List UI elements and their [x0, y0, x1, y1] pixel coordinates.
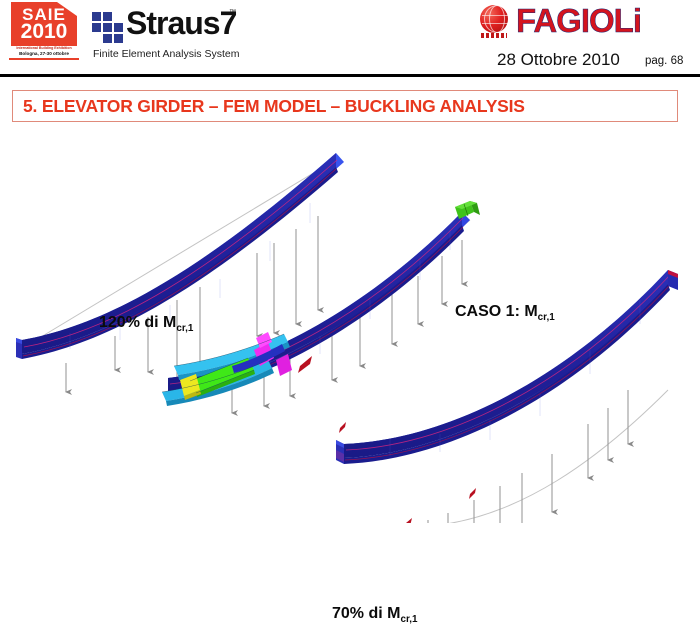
straus7-grid-icon	[92, 12, 124, 44]
detail-connector-magenta	[256, 332, 272, 348]
detail-beam-blue	[232, 344, 285, 373]
fem-figure: 120% di Mcr,1 CASO 1: Mcr,1 70% di Mcr,1	[0, 128, 700, 625]
label-caso-1: CASO 1: Mcr,1	[455, 303, 555, 323]
straus7-tagline: Finite Element Analysis System	[93, 48, 240, 60]
label-120-percent: 120% di Mcr,1	[99, 314, 193, 334]
girder-end-section	[336, 440, 344, 448]
saie-year: 2010	[20, 20, 68, 43]
slide-header: SAIE 2010 International Building Exhibit…	[0, 0, 700, 77]
mesh-lines	[389, 300, 641, 456]
girder-edge-highlight	[344, 285, 670, 461]
detail-connector-magenta	[276, 354, 292, 376]
detail-outlines	[161, 333, 285, 394]
reference-axis-line	[448, 389, 669, 523]
girder-web	[22, 153, 336, 354]
applied-load-marker	[298, 356, 312, 373]
label-caso1-prefix: CASO 1: M	[455, 303, 538, 320]
girder-end-edge	[668, 270, 678, 278]
label-120-subscript: cr,1	[176, 323, 194, 335]
label-70-percent: 70% di Mcr,1	[332, 605, 418, 625]
saie-wordmark: SAIE	[22, 5, 66, 24]
globe-meridian	[484, 5, 510, 33]
straus7-wordmark: Straus7	[126, 5, 237, 41]
girder-edge-highlight	[22, 168, 337, 357]
globe-sphere	[480, 5, 510, 33]
page-title: 5. ELEVATOR GIRDER – FEM MODEL – BUCKLIN…	[23, 96, 525, 116]
girder-top-flange	[344, 270, 676, 456]
header-date: 28 Ottobre 2010	[497, 50, 620, 69]
fem-model-viewport	[16, 153, 678, 523]
girder-edge-highlight	[345, 275, 670, 451]
red-globe-icon	[478, 5, 512, 39]
girder-end-bearing	[336, 450, 344, 462]
reference-axis-line	[25, 162, 331, 347]
girder-web	[344, 270, 668, 458]
girder-end-section	[16, 338, 22, 344]
fagioli-wordmark: FAGIOLi	[516, 2, 643, 40]
load-arrow-group	[231, 240, 468, 416]
detail-beam-cyan-upper-shade	[178, 342, 290, 380]
saie-logo: SAIE 2010 International Building Exhibit…	[5, 2, 83, 62]
saie-subtitle-exhibition: International Building Exhibition	[16, 46, 72, 50]
load-arrow-group	[427, 390, 634, 523]
mesh-lines	[69, 203, 311, 349]
label-120-prefix: 120% di M	[99, 314, 177, 331]
straus7-logo: Straus7 ™ Finite Element Analysis System	[92, 4, 252, 66]
fagioli-logo: FAGIOLi	[478, 2, 696, 46]
support-endcap-green	[455, 201, 480, 219]
label-70-subscript: cr,1	[400, 614, 418, 625]
buckled-girder-70	[336, 270, 678, 523]
saie-logo-box	[11, 2, 77, 46]
saie-underline	[9, 58, 79, 60]
load-markers-extra	[339, 422, 346, 433]
header-page-number: pag. 68	[645, 55, 684, 67]
trademark-icon: ™	[229, 9, 236, 16]
applied-load-marker	[469, 488, 476, 499]
detail-plate-green-shade	[196, 370, 255, 397]
globe-base	[481, 33, 507, 38]
reference-axis-line	[171, 219, 471, 381]
saie-subtitle-location: Bologna, 27-30 ottobre	[19, 51, 69, 56]
globe-parallel	[482, 23, 510, 24]
applied-load-marker	[406, 518, 412, 523]
detail-block-yellow	[180, 374, 200, 396]
slide-title-box: 5. ELEVATOR GIRDER – FEM MODEL – BUCKLIN…	[12, 90, 678, 122]
label-caso1-subscript: cr,1	[537, 312, 555, 324]
trolley-detail-assembly	[161, 332, 292, 406]
girder-edge-highlight	[23, 159, 338, 348]
globe-parallel	[482, 15, 510, 16]
header-divider	[0, 74, 700, 77]
label-70-prefix: 70% di M	[332, 605, 401, 622]
